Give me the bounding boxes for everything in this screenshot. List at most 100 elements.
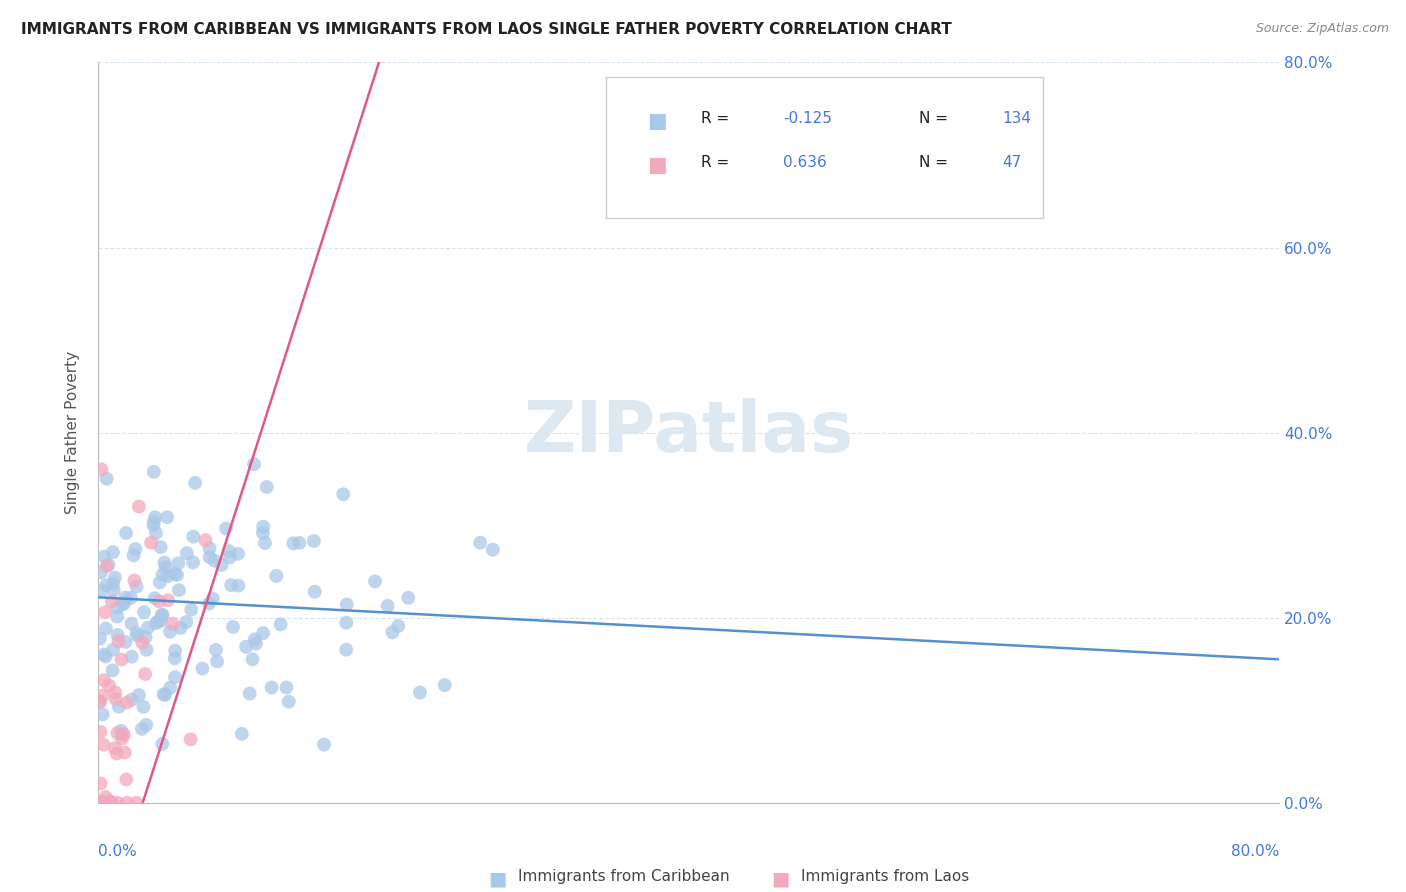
Point bbox=[96, 559, 118, 574]
Point bbox=[96, 472, 118, 486]
Point bbox=[114, 591, 136, 605]
Point bbox=[231, 727, 253, 741]
Point bbox=[253, 536, 276, 550]
Text: N =: N = bbox=[920, 155, 953, 170]
Point bbox=[94, 622, 117, 636]
Point bbox=[101, 664, 124, 678]
Point bbox=[146, 614, 169, 628]
Point bbox=[104, 571, 127, 585]
Point bbox=[176, 546, 198, 560]
Point bbox=[152, 608, 174, 623]
Point bbox=[283, 536, 305, 550]
Point bbox=[94, 790, 117, 805]
Point bbox=[89, 695, 111, 709]
Point bbox=[148, 594, 170, 608]
Point bbox=[104, 741, 127, 756]
Point bbox=[89, 632, 111, 646]
Point bbox=[132, 699, 155, 714]
Point bbox=[387, 619, 409, 633]
Point bbox=[252, 626, 274, 640]
Point bbox=[180, 603, 202, 617]
Point bbox=[145, 616, 167, 631]
Point bbox=[381, 625, 404, 640]
Point bbox=[89, 725, 111, 739]
Point bbox=[125, 796, 148, 810]
Point bbox=[134, 667, 156, 681]
Point bbox=[107, 796, 129, 810]
Point bbox=[433, 678, 456, 692]
Point bbox=[115, 696, 138, 710]
Point bbox=[115, 772, 138, 787]
Point bbox=[270, 617, 292, 632]
Point bbox=[105, 609, 128, 624]
Point bbox=[143, 510, 166, 524]
Point bbox=[127, 629, 149, 643]
Point bbox=[243, 632, 266, 647]
Point bbox=[108, 699, 131, 714]
Point bbox=[409, 685, 432, 699]
Point bbox=[101, 642, 124, 657]
Point bbox=[152, 567, 174, 582]
Point bbox=[136, 621, 159, 635]
Point bbox=[98, 794, 121, 808]
Point bbox=[100, 796, 122, 810]
Point bbox=[107, 628, 129, 642]
Point bbox=[204, 554, 226, 568]
Point bbox=[149, 575, 172, 590]
Point bbox=[157, 569, 180, 583]
Point bbox=[105, 747, 128, 761]
Point bbox=[260, 681, 283, 695]
Point bbox=[120, 591, 142, 605]
Point bbox=[149, 540, 172, 554]
Point bbox=[256, 480, 278, 494]
Point bbox=[205, 655, 228, 669]
Point bbox=[89, 796, 111, 810]
Point bbox=[114, 635, 136, 649]
Point bbox=[90, 462, 112, 476]
Point bbox=[124, 574, 146, 588]
Point bbox=[155, 560, 177, 574]
Y-axis label: Single Father Poverty: Single Father Poverty bbox=[65, 351, 80, 514]
Point bbox=[218, 544, 240, 558]
Point bbox=[89, 796, 111, 810]
Point bbox=[104, 692, 127, 706]
Point bbox=[211, 558, 233, 572]
Point bbox=[163, 566, 186, 581]
Point bbox=[134, 630, 156, 644]
Point bbox=[252, 525, 274, 540]
Point bbox=[128, 500, 150, 514]
Point bbox=[167, 556, 190, 570]
Point bbox=[222, 620, 245, 634]
Point bbox=[110, 652, 132, 666]
Text: ■: ■ bbox=[648, 111, 668, 130]
Point bbox=[91, 796, 114, 810]
Point bbox=[377, 599, 399, 613]
Point bbox=[364, 574, 387, 589]
Point bbox=[201, 591, 224, 606]
Point bbox=[141, 535, 163, 549]
Point bbox=[96, 796, 118, 810]
Point bbox=[166, 568, 188, 582]
Point bbox=[110, 723, 132, 738]
Point bbox=[135, 643, 157, 657]
Point bbox=[131, 636, 153, 650]
Point bbox=[98, 796, 121, 810]
Point bbox=[335, 615, 357, 630]
Text: R =: R = bbox=[700, 155, 734, 170]
Point bbox=[145, 526, 167, 541]
Point bbox=[245, 637, 267, 651]
Point bbox=[336, 598, 359, 612]
Point bbox=[184, 475, 207, 490]
Text: ■: ■ bbox=[488, 870, 506, 888]
Point bbox=[115, 525, 138, 540]
Point bbox=[150, 737, 173, 751]
Point bbox=[181, 555, 204, 569]
Text: 134: 134 bbox=[1002, 111, 1031, 126]
Point bbox=[97, 558, 120, 572]
Point bbox=[198, 541, 221, 556]
Point bbox=[90, 566, 112, 580]
Point bbox=[131, 722, 153, 736]
Point bbox=[163, 651, 186, 665]
Point bbox=[91, 689, 114, 703]
Text: 47: 47 bbox=[1002, 155, 1021, 170]
